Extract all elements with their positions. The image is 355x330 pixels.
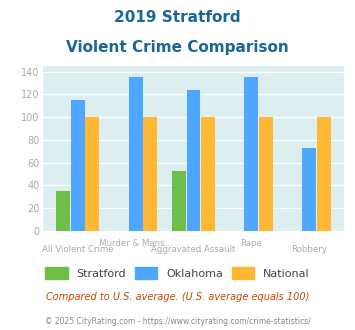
Bar: [129, 77, 143, 231]
Text: Rape: Rape: [240, 239, 262, 248]
Bar: [244, 77, 258, 231]
Bar: [56, 191, 70, 231]
Bar: [317, 117, 331, 231]
Bar: [201, 117, 215, 231]
Bar: [186, 90, 201, 231]
Bar: [259, 117, 273, 231]
Text: Aggravated Assault: Aggravated Assault: [151, 245, 236, 254]
Bar: [302, 148, 316, 231]
Bar: [172, 171, 186, 231]
Text: Robbery: Robbery: [291, 245, 327, 254]
Text: Compared to U.S. average. (U.S. average equals 100): Compared to U.S. average. (U.S. average …: [46, 292, 309, 302]
Legend: Stratford, Oklahoma, National: Stratford, Oklahoma, National: [41, 263, 314, 283]
Bar: [71, 100, 85, 231]
Bar: [143, 117, 157, 231]
Bar: [85, 117, 99, 231]
Text: 2019 Stratford: 2019 Stratford: [114, 10, 241, 25]
Text: © 2025 CityRating.com - https://www.cityrating.com/crime-statistics/: © 2025 CityRating.com - https://www.city…: [45, 317, 310, 326]
Text: All Violent Crime: All Violent Crime: [42, 245, 114, 254]
Text: Violent Crime Comparison: Violent Crime Comparison: [66, 40, 289, 54]
Text: Murder & Mans...: Murder & Mans...: [99, 239, 172, 248]
